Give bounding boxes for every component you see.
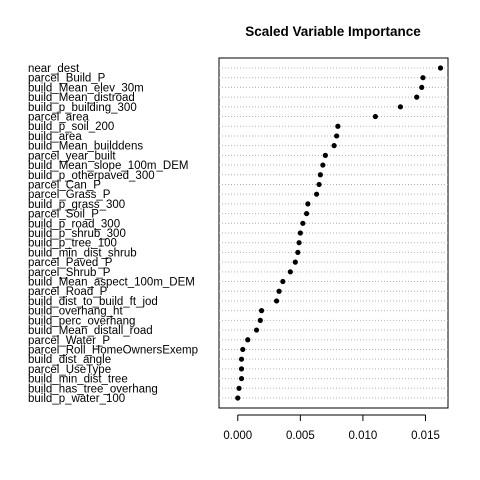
- variable-label: build_p_building_300: [28, 102, 137, 114]
- variable-label: build_Mean_distall_road: [28, 325, 153, 337]
- variable-label: build_Mean_aspect_100m_DEM: [28, 277, 195, 289]
- variable-label: build_has_tree_overhang: [28, 383, 158, 395]
- importance-point: [335, 123, 341, 129]
- variable-label: parcel_Grass_P: [28, 189, 111, 201]
- importance-point: [320, 162, 326, 168]
- variable-label: build_min_dist_shrub: [28, 247, 137, 259]
- variable-label: build_Mean_elev_30m: [28, 82, 144, 94]
- variable-label: build_Mean_builddens: [28, 141, 143, 153]
- importance-point: [305, 201, 311, 207]
- importance-point: [414, 94, 420, 100]
- variable-label: build_dist_to_build_ft_jod: [28, 296, 158, 308]
- variable-label: build_Mean_slope_100m_DEM: [28, 160, 188, 172]
- importance-point: [331, 143, 337, 149]
- variable-label: build_Mean_distroad: [28, 92, 135, 104]
- variable-label: parcel_UseType: [28, 364, 111, 376]
- x-tick-label: 0.015: [411, 430, 440, 442]
- x-tick-label: 0.000: [223, 430, 252, 442]
- variable-label: build_p_grass_300: [28, 199, 125, 211]
- variable-label: parcel_area: [28, 112, 89, 124]
- variable-label: parcel_Roll_HomeOwnersExemp: [28, 344, 198, 356]
- variable-label: build_p_otherpaved_300: [28, 170, 155, 182]
- grid-lines: [219, 67, 448, 399]
- importance-point: [257, 317, 263, 323]
- importance-point: [317, 172, 323, 178]
- importance-point: [437, 65, 444, 71]
- variable-label: near_dest: [28, 63, 80, 75]
- importance-point: [235, 395, 241, 401]
- variable-label: build_p_shrub_300: [28, 228, 126, 240]
- variable-label: build_perc_overhang: [28, 315, 135, 327]
- chart-title: Scaled Variable Importance: [245, 24, 421, 39]
- importance-point: [297, 230, 303, 236]
- importance-point: [397, 104, 404, 110]
- importance-point: [314, 191, 320, 197]
- importance-point: [316, 181, 322, 188]
- importance-point: [253, 327, 260, 333]
- importance-point: [280, 278, 286, 285]
- variable-label: build_area: [28, 131, 82, 143]
- importance-point: [292, 259, 298, 265]
- importance-point: [295, 249, 301, 256]
- variable-label: build_min_dist_tree: [28, 374, 128, 386]
- importance-point: [334, 133, 340, 139]
- x-axis: 0.000 0.005 0.010 0.015: [223, 414, 440, 442]
- variable-label: build_p_road_300: [28, 218, 120, 230]
- variable-label: build_p_tree_100: [28, 238, 117, 250]
- importance-point: [238, 366, 245, 372]
- x-tick-label: 0.010: [349, 430, 378, 442]
- variable-label: parcel_Can_P: [28, 179, 101, 191]
- variable-label: parcel_Shrub_P: [28, 267, 111, 279]
- variable-label: parcel_Soil_P: [28, 209, 99, 221]
- x-tick-label: 0.005: [286, 430, 315, 442]
- importance-point: [245, 337, 251, 343]
- importance-point: [300, 220, 306, 226]
- importance-point: [273, 298, 280, 304]
- variable-label: parcel_Paved_P: [28, 257, 113, 269]
- variable-label: build_overhang_ht: [28, 306, 123, 318]
- importance-point: [238, 356, 245, 362]
- importance-point: [419, 84, 425, 91]
- variable-label: build_p_soil_200: [28, 121, 114, 133]
- data-points: [235, 65, 444, 401]
- importance-point: [287, 269, 293, 275]
- importance-point: [420, 75, 426, 81]
- variable-label: parcel_year_built: [28, 150, 116, 162]
- importance-point: [238, 375, 245, 382]
- importance-point: [372, 113, 379, 120]
- variable-label: parcel_Build_P: [28, 73, 106, 85]
- variable-label: parcel_Road_P: [28, 286, 108, 298]
- y-axis-labels: near_destparcel_Build_Pbuild_Mean_elev_3…: [28, 63, 198, 405]
- importance-point: [303, 210, 310, 217]
- variable-label: build_p_water_100: [28, 393, 125, 405]
- importance-point: [236, 385, 242, 391]
- importance-point: [276, 288, 282, 294]
- importance-point: [296, 240, 302, 246]
- variable-label: parcel_Water_P: [28, 335, 110, 347]
- importance-point: [258, 308, 265, 314]
- importance-point: [240, 346, 246, 353]
- variable-label: build_dist_angle: [28, 354, 111, 366]
- importance-point: [322, 152, 328, 158]
